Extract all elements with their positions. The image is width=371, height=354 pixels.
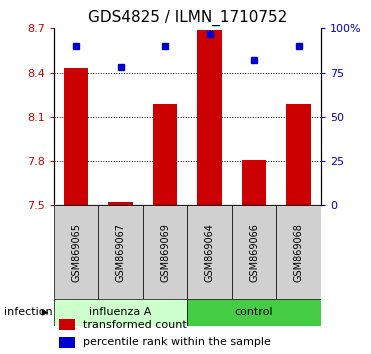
- Bar: [108, 202, 133, 205]
- Bar: [153, 103, 177, 205]
- Bar: [64, 68, 88, 205]
- Text: GSM869066: GSM869066: [249, 223, 259, 282]
- Bar: [286, 103, 311, 205]
- FancyBboxPatch shape: [54, 205, 98, 299]
- FancyBboxPatch shape: [54, 299, 187, 326]
- Text: influenza A: influenza A: [89, 307, 152, 318]
- Text: GSM869067: GSM869067: [116, 223, 125, 282]
- FancyBboxPatch shape: [187, 299, 321, 326]
- Bar: [197, 30, 222, 205]
- Text: GSM869064: GSM869064: [205, 223, 214, 282]
- Text: control: control: [235, 307, 273, 318]
- Text: percentile rank within the sample: percentile rank within the sample: [83, 337, 271, 347]
- FancyBboxPatch shape: [276, 205, 321, 299]
- FancyBboxPatch shape: [187, 205, 232, 299]
- Text: GSM869068: GSM869068: [294, 223, 303, 282]
- Bar: [242, 160, 266, 205]
- Text: GSM869065: GSM869065: [71, 223, 81, 282]
- Title: GDS4825 / ILMN_1710752: GDS4825 / ILMN_1710752: [88, 9, 287, 25]
- Bar: [59, 319, 75, 330]
- Text: infection: infection: [4, 307, 52, 317]
- FancyBboxPatch shape: [232, 205, 276, 299]
- Bar: [59, 337, 75, 348]
- Text: GSM869069: GSM869069: [160, 223, 170, 282]
- FancyBboxPatch shape: [98, 205, 143, 299]
- FancyBboxPatch shape: [143, 205, 187, 299]
- Text: transformed count: transformed count: [83, 320, 187, 330]
